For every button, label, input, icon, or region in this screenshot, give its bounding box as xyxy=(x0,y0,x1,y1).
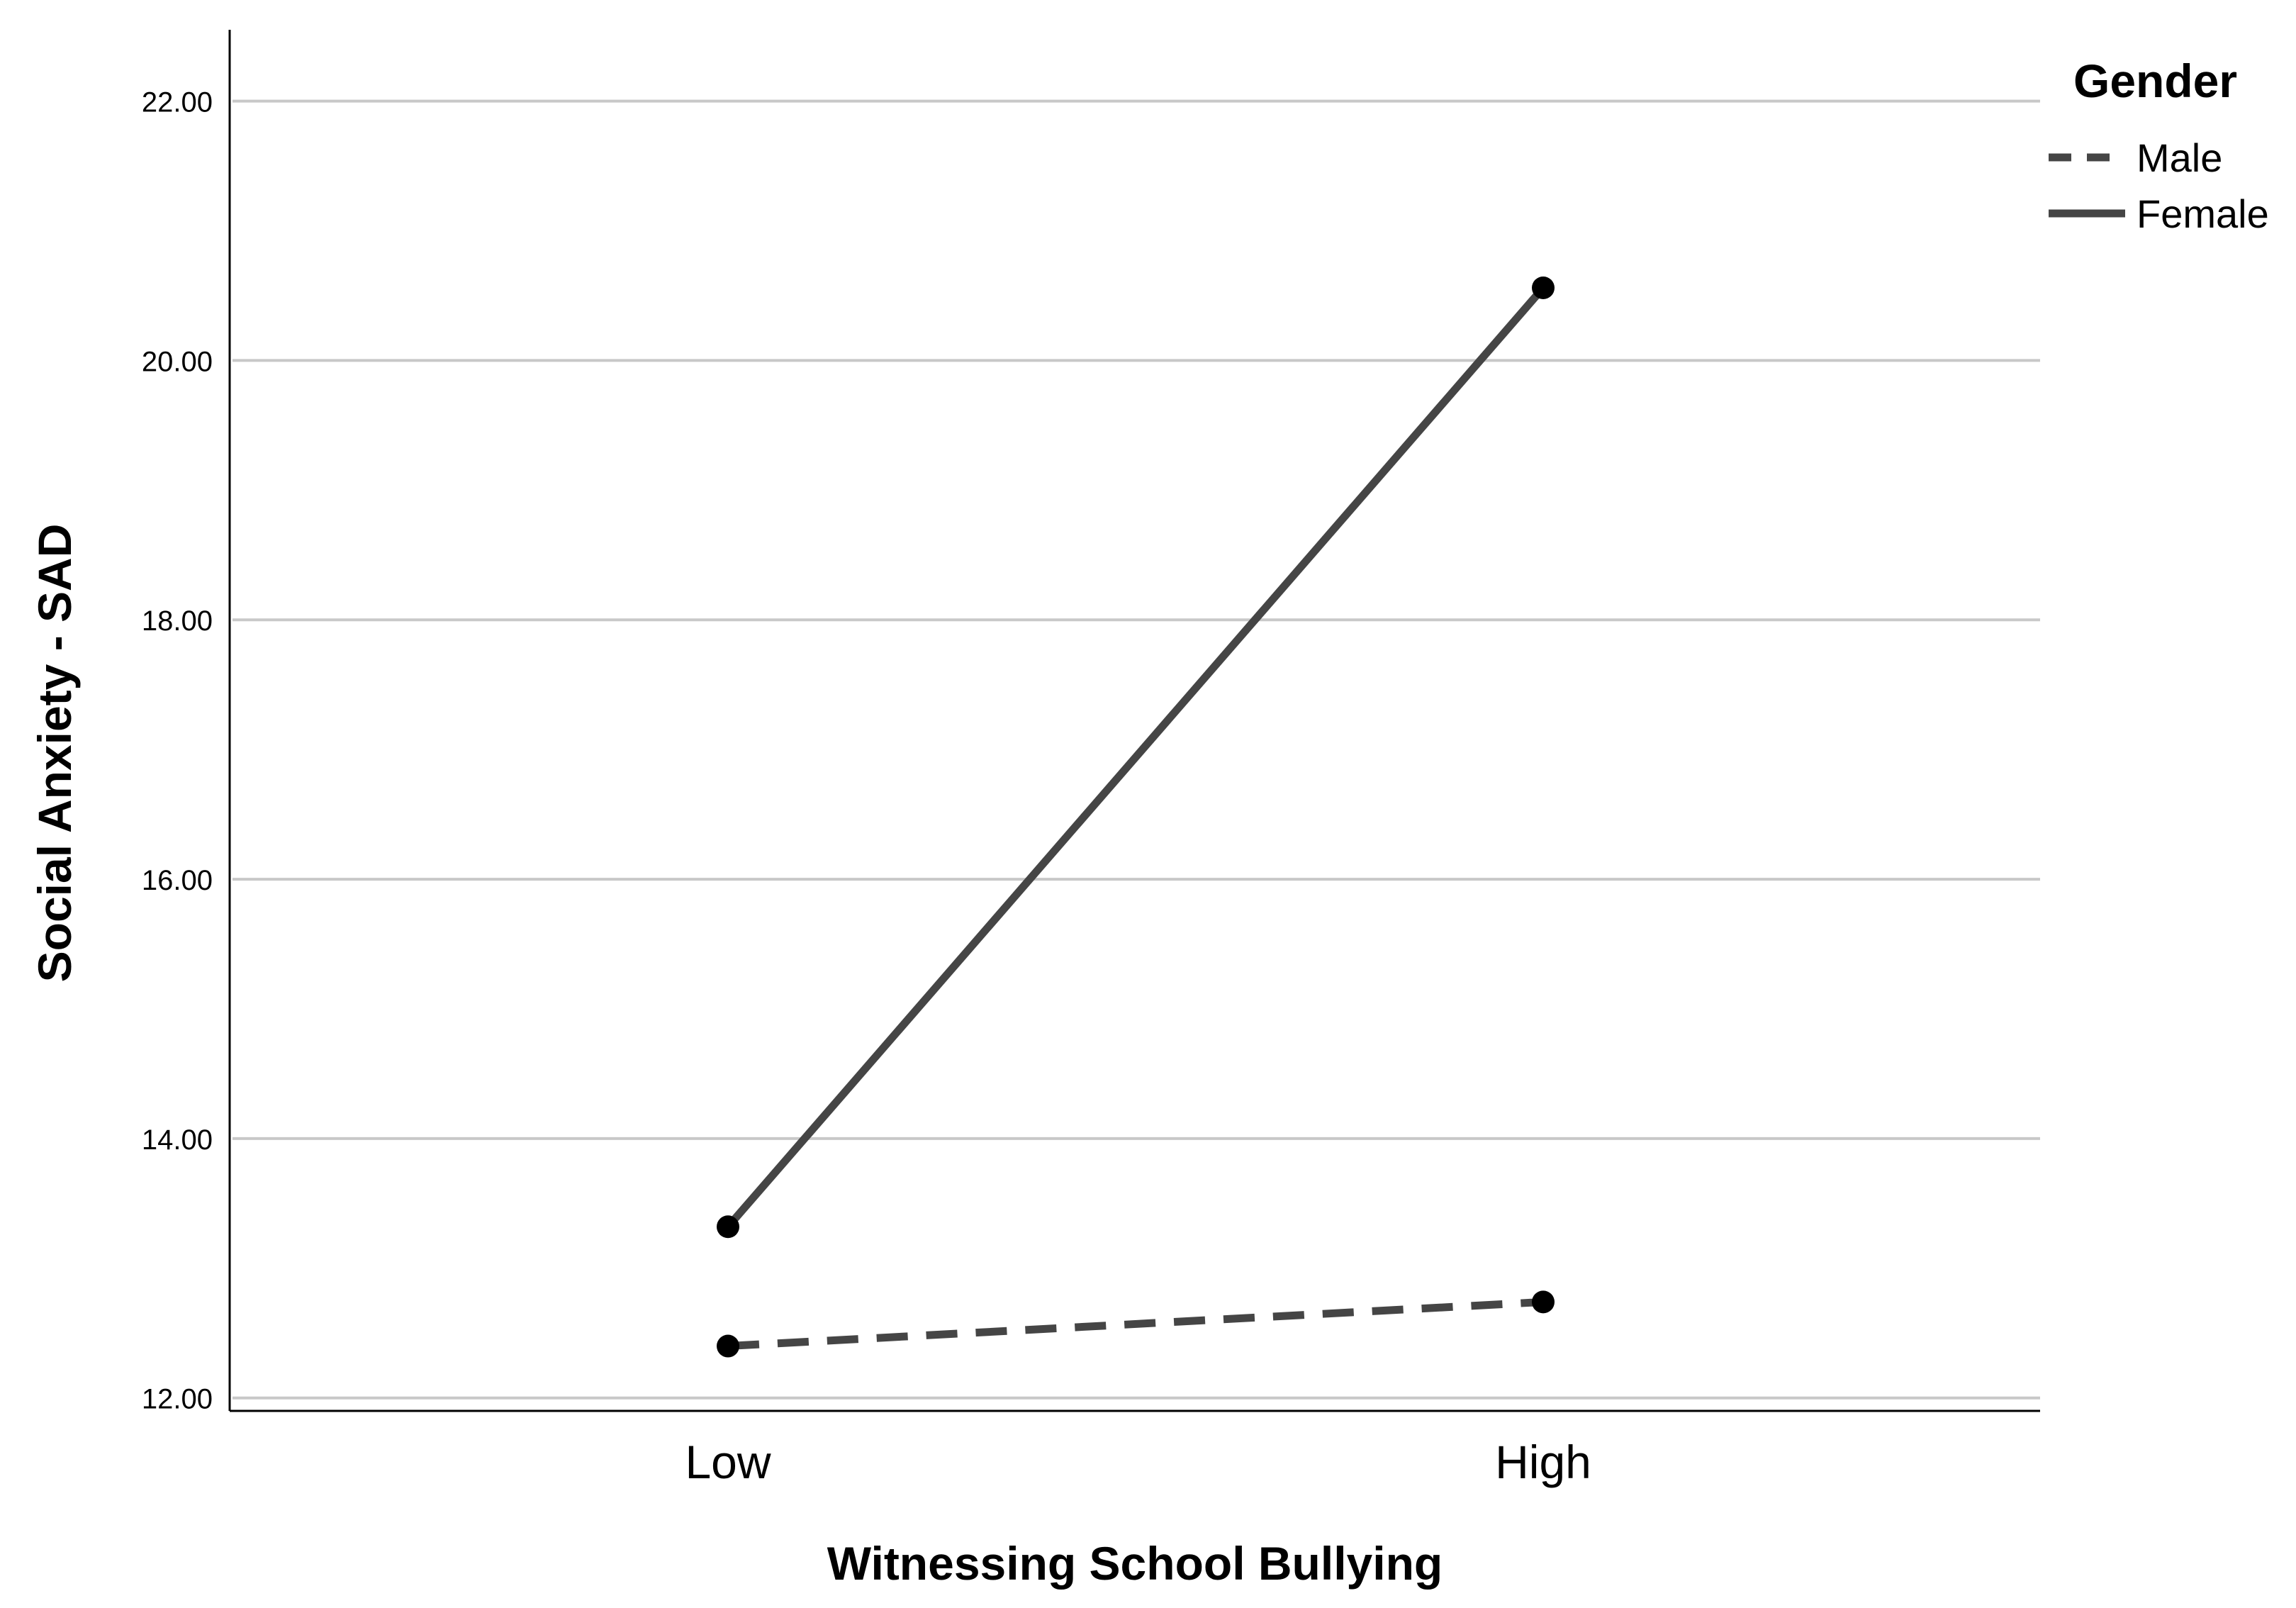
y-axis-title: Social Anxiety - SAD xyxy=(28,524,81,983)
y-tick-label: 16.00 xyxy=(142,865,213,896)
x-category-label: Low xyxy=(685,1436,771,1488)
series-line-female xyxy=(724,285,1547,1229)
data-point-male-low xyxy=(717,1334,739,1358)
gridlines xyxy=(233,99,2040,1400)
legend-items: Male Female xyxy=(2049,135,2269,236)
y-tick-label: 18.00 xyxy=(142,605,213,637)
legend-label-male: Male xyxy=(2137,135,2222,180)
y-tick-label: 20.00 xyxy=(142,346,213,377)
y-tick-label: 14.00 xyxy=(142,1124,213,1156)
legend-title: Gender xyxy=(2073,55,2237,107)
series-line-male xyxy=(727,1297,1544,1351)
y-tick-labels: 12.00 14.00 16.00 18.00 20.00 22.00 xyxy=(142,87,213,1415)
series-lines xyxy=(724,285,1547,1351)
x-axis-title: Witnessing School Bullying xyxy=(827,1537,1443,1590)
y-tick-label: 12.00 xyxy=(142,1384,213,1415)
x-category-labels: Low High xyxy=(685,1436,1591,1488)
series-points xyxy=(717,276,1555,1358)
legend: Gender Male Female xyxy=(2049,55,2269,236)
data-point-male-high xyxy=(1532,1290,1555,1314)
data-point-female-low xyxy=(717,1215,739,1239)
legend-label-female: Female xyxy=(2137,191,2269,236)
x-category-label: High xyxy=(1495,1436,1591,1488)
y-tick-label: 22.00 xyxy=(142,87,213,118)
data-point-female-high xyxy=(1532,276,1555,299)
